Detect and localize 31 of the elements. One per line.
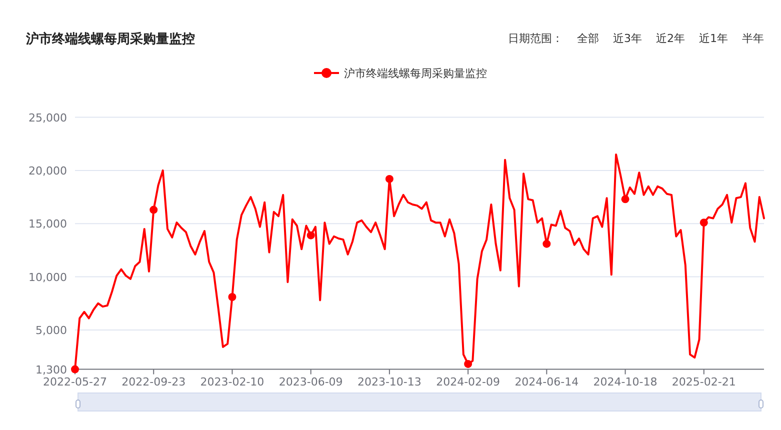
x-tick-label: 2022-05-27 xyxy=(43,375,107,388)
x-tick-label: 2025-02-21 xyxy=(672,375,736,388)
y-tick-label: 1,300 xyxy=(36,363,67,376)
point xyxy=(385,174,394,183)
x-tick-label: 2022-09-23 xyxy=(122,375,186,388)
point xyxy=(306,231,315,240)
text: 半年 xyxy=(742,32,764,45)
chart-title: 沪市终端线螺每周采购量监控 xyxy=(25,31,195,47)
point xyxy=(464,360,472,368)
legend-label: 沪市终端线螺每周采购量监控 xyxy=(344,67,487,80)
x-tick-label: 2023-10-13 xyxy=(357,375,422,388)
point xyxy=(542,240,551,248)
y-tick-label: 15,000 xyxy=(28,218,67,231)
point xyxy=(150,206,158,214)
text: 全部 xyxy=(577,32,599,45)
x-tick-label: 2024-10-18 xyxy=(593,375,658,388)
text: 日期范围： xyxy=(508,32,563,45)
y-tick-label: 10,000 xyxy=(28,270,67,284)
x-tick-label: 2024-06-14 xyxy=(514,375,579,388)
point xyxy=(700,218,708,227)
y-tick-label: 20,000 xyxy=(28,164,67,178)
point xyxy=(228,292,236,301)
text: 近1年 xyxy=(699,32,728,45)
y-tick-label: 25,000 xyxy=(28,111,67,124)
point xyxy=(621,195,630,204)
x-tick-label: 2023-02-10 xyxy=(200,375,264,388)
y-tick-label: 5,000 xyxy=(36,324,67,337)
text: 近3年 xyxy=(613,32,642,45)
x-tick-label: 2024-02-09 xyxy=(436,375,500,388)
text: 近2年 xyxy=(656,32,685,45)
x-tick-label: 2023-06-09 xyxy=(278,375,343,388)
